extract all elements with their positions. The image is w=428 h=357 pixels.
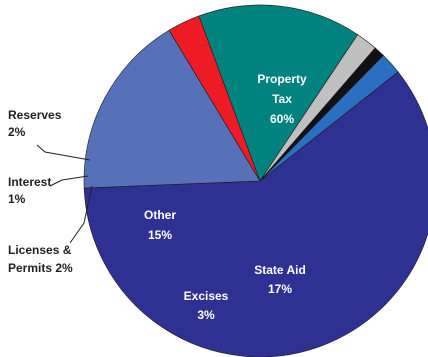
pie-slice-reserves <box>259 55 399 182</box>
pie-slice-property-tax <box>83 71 428 357</box>
slice-label-property-tax: Property Tax 60% <box>257 72 307 126</box>
leader-line-licenses-permits <box>69 185 93 244</box>
pie-slices <box>83 4 428 357</box>
leader-line-reserves <box>36 144 91 161</box>
slice-labels: Property Tax 60% State Aid 17% Excises 3% Other… <box>8 72 307 322</box>
leader-line-interest <box>49 175 89 187</box>
slice-label-other: Other 15% <box>144 208 176 242</box>
slice-label-licenses-permits: Licenses & Permits 2% <box>8 243 73 275</box>
slice-label-state-aid: State Aid 17% <box>254 263 306 296</box>
slice-label-interest: Interest 1% <box>8 175 51 206</box>
leader-lines <box>36 144 93 244</box>
slice-label-reserves: Reserves 2% <box>8 108 62 139</box>
slice-label-excises: Excises 3% <box>184 289 229 322</box>
pie-slice-state-aid <box>83 29 261 189</box>
pie-slice-other <box>198 4 359 182</box>
